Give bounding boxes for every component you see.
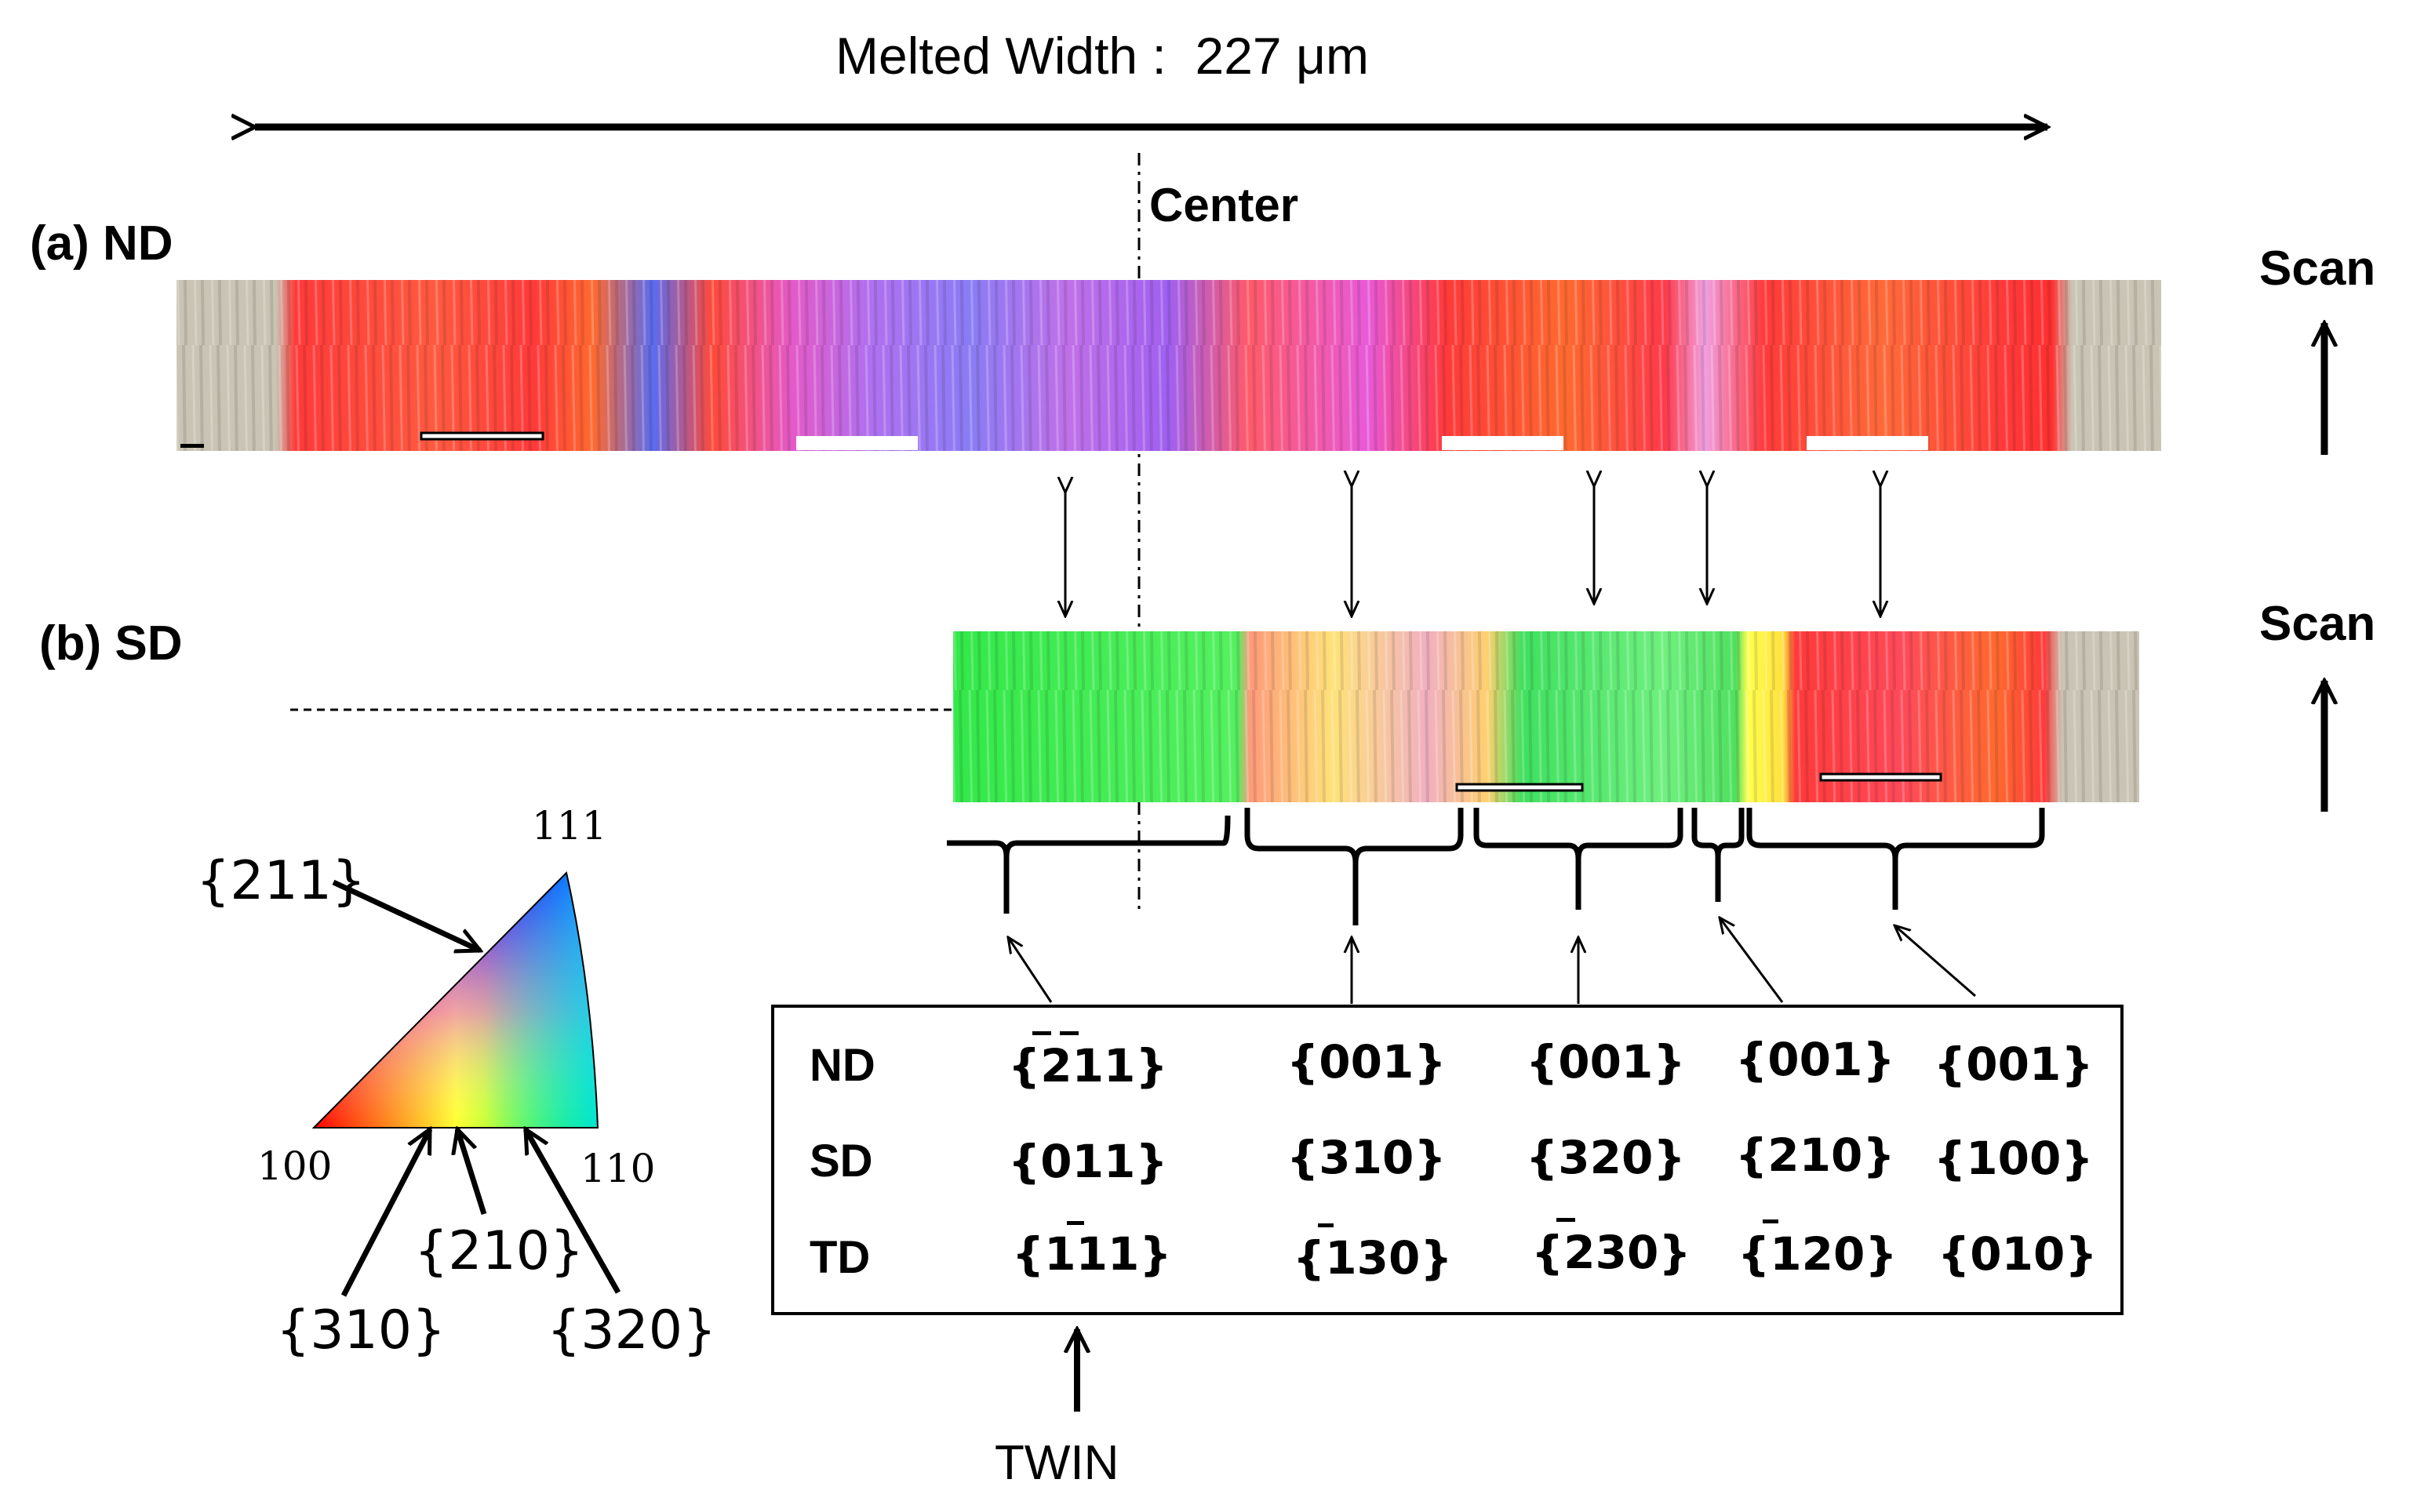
melted-width-unit: μm [1295, 27, 1369, 85]
panel-a-label: (a) ND [30, 216, 173, 271]
overbar-nd-2 [1032, 1031, 1051, 1035]
cell-sd-1: {011} [1008, 1135, 1168, 1188]
cell-td-3: {230} [1531, 1226, 1691, 1279]
grain-braces [947, 808, 2045, 925]
cell-sd-3: {320} [1526, 1131, 1686, 1184]
row-header-sd: SD [810, 1136, 873, 1187]
row-header-td: TD [810, 1232, 871, 1283]
cell-nd-5: {001} [1934, 1038, 2094, 1091]
plane-211: {211} [196, 850, 366, 912]
plane-320: {320} [547, 1299, 717, 1361]
center-label: Center [1149, 179, 1299, 231]
corner-110: 110 [581, 1146, 656, 1191]
corner-100: 100 [257, 1143, 333, 1189]
overbar-nd-1 [1060, 1031, 1079, 1035]
overbar-td-2 [1318, 1223, 1334, 1227]
scan-label-b: Scan [2259, 597, 2376, 651]
cell-td-2: {130} [1293, 1231, 1453, 1285]
cell-sd-5: {100} [1934, 1132, 2094, 1185]
cell-td-4: {120} [1738, 1227, 1898, 1281]
triangle-arrows [332, 879, 621, 1297]
cell-nd-3: {001} [1526, 1035, 1686, 1089]
nd-ebsd-map [177, 280, 2161, 451]
melted-width-label: Melted Width : [835, 27, 1166, 85]
cell-td-5: {010} [1938, 1227, 2098, 1281]
melted-width-title: Melted Width : 227 μm [835, 30, 1369, 82]
panel-b-label: (b) SD [39, 616, 183, 671]
cell-nd-4: {001} [1735, 1033, 1895, 1086]
overbar-td-4 [1763, 1219, 1778, 1223]
plane-310: {310} [276, 1299, 446, 1361]
ipf-triangle [311, 870, 599, 1129]
orientation-table-box [771, 1005, 2124, 1315]
scan-label-a: Scan [2259, 242, 2376, 296]
cell-nd-1: {211} [1008, 1039, 1168, 1092]
melted-width-value: 227 [1195, 27, 1282, 85]
overbar-td-3 [1556, 1218, 1575, 1222]
sd-ebsd-map [953, 631, 2139, 802]
plane-210: {210} [414, 1220, 584, 1282]
cell-td-1: {111} [1012, 1227, 1172, 1281]
twin-label: TWIN [995, 1436, 1119, 1490]
table-pointer-arrows [1008, 918, 1976, 1004]
overbar-td-1 [1067, 1221, 1084, 1225]
correspondence-arrows [1065, 486, 1880, 616]
cell-sd-2: {310} [1287, 1131, 1447, 1184]
cell-nd-2: {001} [1287, 1035, 1447, 1089]
corner-111: 111 [532, 803, 607, 849]
row-header-nd: ND [810, 1040, 875, 1091]
cell-sd-4: {210} [1735, 1129, 1895, 1182]
